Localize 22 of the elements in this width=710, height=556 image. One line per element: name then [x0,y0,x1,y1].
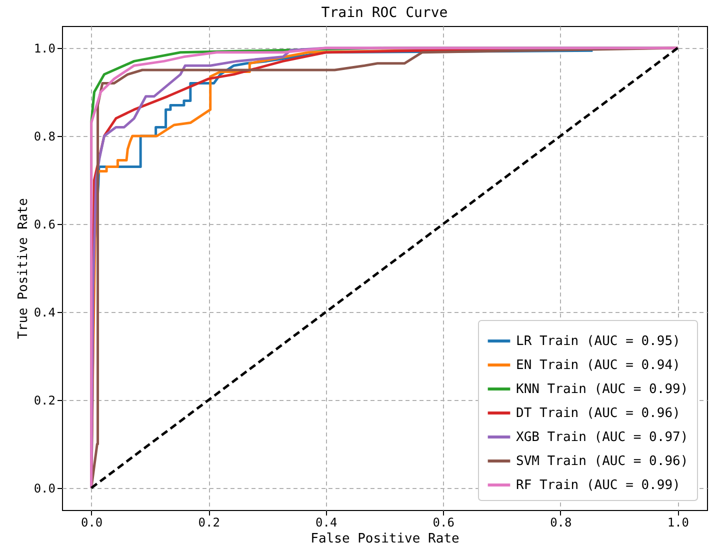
y-tick-label: 0.6 [34,218,56,232]
y-tick-label: 0.8 [34,130,56,144]
x-axis-title: False Positive Rate [310,532,460,546]
x-tick-label: 0.8 [550,516,572,530]
legend-label: LR Train (AUC = 0.95) [516,334,680,349]
legend-label: EN Train (AUC = 0.94) [516,358,680,373]
y-axis-title: True Positive Rate [16,198,31,339]
x-tick-label: 0.6 [432,516,454,530]
y-tick-label: 1.0 [34,42,56,56]
y-tick-label: 0.2 [34,394,56,408]
y-tick-label: 0.0 [34,482,56,496]
y-tick-label: 0.4 [34,306,56,320]
legend-label: KNN Train (AUC = 0.99) [516,382,688,397]
x-tick-label: 0.4 [316,516,338,530]
x-tick-label: 0.0 [80,516,103,530]
legend-label: DT Train (AUC = 0.96) [516,406,680,421]
legend-label: XGB Train (AUC = 0.97) [516,430,688,445]
chart-title: Train ROC Curve [321,5,448,21]
x-tick-label: 1.0 [667,516,690,530]
x-tick-label: 0.2 [198,516,220,530]
legend-label: SVM Train (AUC = 0.96) [516,454,688,469]
legend-label: RF Train (AUC = 0.99) [516,478,680,493]
